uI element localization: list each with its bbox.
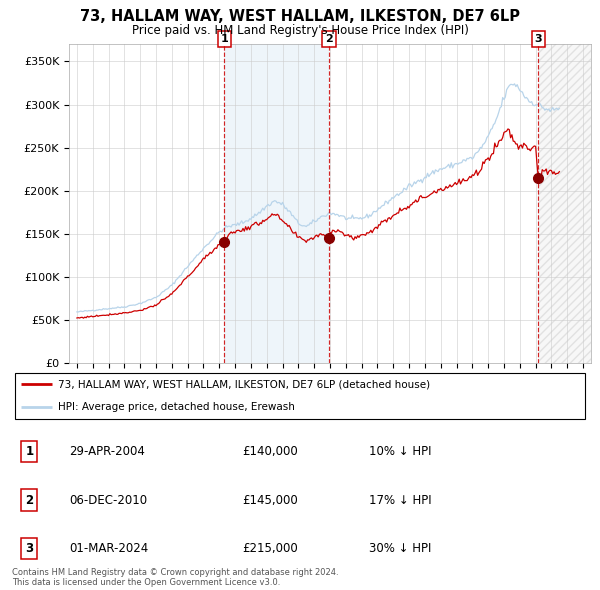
Text: 3: 3 <box>535 34 542 44</box>
Text: £145,000: £145,000 <box>242 493 298 507</box>
Text: HPI: Average price, detached house, Erewash: HPI: Average price, detached house, Erew… <box>58 402 295 412</box>
Text: £215,000: £215,000 <box>242 542 298 555</box>
Text: 1: 1 <box>25 445 34 458</box>
Text: £140,000: £140,000 <box>242 445 298 458</box>
Text: Contains HM Land Registry data © Crown copyright and database right 2024.
This d: Contains HM Land Registry data © Crown c… <box>12 568 338 587</box>
Bar <box>538 44 591 363</box>
Text: 30% ↓ HPI: 30% ↓ HPI <box>369 542 431 555</box>
FancyBboxPatch shape <box>15 372 585 419</box>
Text: 17% ↓ HPI: 17% ↓ HPI <box>369 493 432 507</box>
Bar <box>224 44 329 363</box>
Bar <box>538 44 591 363</box>
Text: Price paid vs. HM Land Registry's House Price Index (HPI): Price paid vs. HM Land Registry's House … <box>131 24 469 37</box>
Text: 3: 3 <box>25 542 34 555</box>
Text: 2: 2 <box>25 493 34 507</box>
Text: 73, HALLAM WAY, WEST HALLAM, ILKESTON, DE7 6LP (detached house): 73, HALLAM WAY, WEST HALLAM, ILKESTON, D… <box>58 379 430 389</box>
Text: 73, HALLAM WAY, WEST HALLAM, ILKESTON, DE7 6LP: 73, HALLAM WAY, WEST HALLAM, ILKESTON, D… <box>80 9 520 24</box>
Text: 2: 2 <box>325 34 333 44</box>
Text: 10% ↓ HPI: 10% ↓ HPI <box>369 445 431 458</box>
Text: 06-DEC-2010: 06-DEC-2010 <box>70 493 148 507</box>
Text: 01-MAR-2024: 01-MAR-2024 <box>70 542 149 555</box>
Text: 29-APR-2004: 29-APR-2004 <box>70 445 145 458</box>
Text: 1: 1 <box>221 34 229 44</box>
